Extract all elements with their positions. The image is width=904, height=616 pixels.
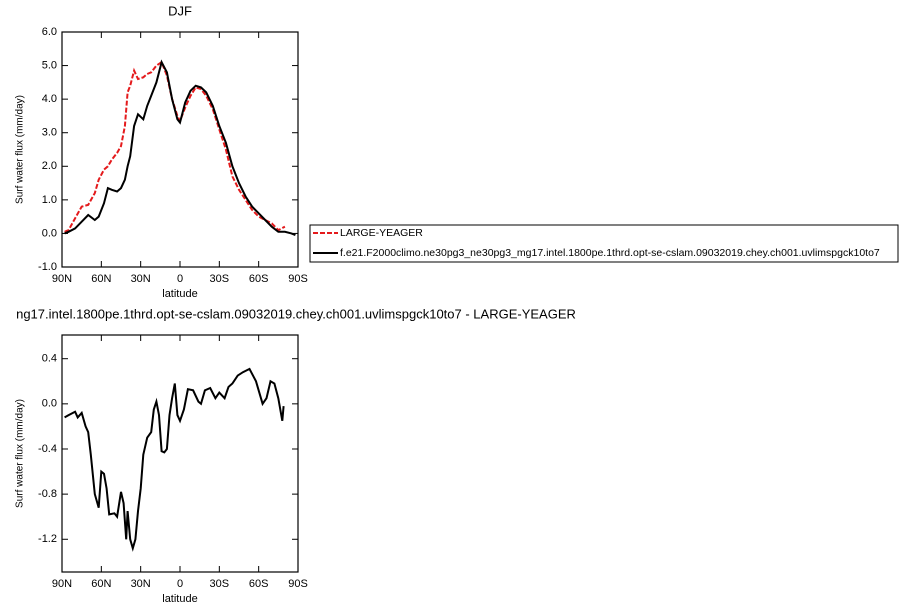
x-tick-label: 90N — [52, 578, 72, 590]
y-tick-label: 1.0 — [42, 194, 57, 206]
x-tick-label: 60N — [91, 273, 111, 285]
y-tick-label: 0.4 — [42, 353, 57, 365]
plot-frame — [61, 31, 299, 268]
x-axis-label: latitude — [162, 593, 197, 605]
data-line — [64, 60, 286, 233]
y-tick-label: 6.0 — [42, 26, 57, 38]
x-tick-label: 60S — [249, 578, 269, 590]
x-axis-label: latitude — [162, 288, 197, 300]
x-tick-label: 0 — [177, 273, 183, 285]
data-line — [64, 59, 296, 237]
y-tick-label: 0.0 — [42, 398, 57, 410]
chart-title: DJF — [168, 3, 192, 18]
y-axis-label: Surf water flux (mm/day) — [15, 95, 26, 204]
y-tick-label: 5.0 — [42, 59, 57, 71]
legend-box — [309, 224, 899, 263]
x-tick-label: 30S — [210, 273, 230, 285]
x-tick-label: 90S — [288, 578, 308, 590]
x-tick-label: 60N — [91, 578, 111, 590]
y-axis-label: Surf water flux (mm/day) — [15, 399, 26, 508]
legend-label: LARGE-YEAGER — [340, 227, 423, 239]
chart-title: ng17.intel.1800pe.1thrd.opt-se-cslam.090… — [16, 306, 576, 321]
y-tick-label: 4.0 — [42, 93, 57, 105]
x-tick-label: 30N — [131, 273, 151, 285]
y-tick-label: -0.4 — [38, 443, 57, 455]
x-tick-label: 30N — [131, 578, 151, 590]
y-tick-label: -0.8 — [38, 488, 57, 500]
x-tick-label: 90N — [52, 273, 72, 285]
y-tick-label: 3.0 — [42, 127, 57, 139]
x-tick-label: 60S — [249, 273, 269, 285]
y-tick-label: -1.2 — [38, 533, 57, 545]
data-line — [64, 367, 285, 552]
y-tick-label: 0.0 — [42, 227, 57, 239]
y-tick-label: 2.0 — [42, 160, 57, 172]
y-tick-label: -1.0 — [38, 261, 57, 273]
plot-frame — [61, 334, 299, 573]
x-tick-label: 0 — [177, 578, 183, 590]
x-tick-label: 30S — [210, 578, 230, 590]
x-tick-label: 90S — [288, 273, 308, 285]
legend-label: f.e21.F2000climo.ne30pg3_ne30pg3_mg17.in… — [340, 247, 880, 259]
